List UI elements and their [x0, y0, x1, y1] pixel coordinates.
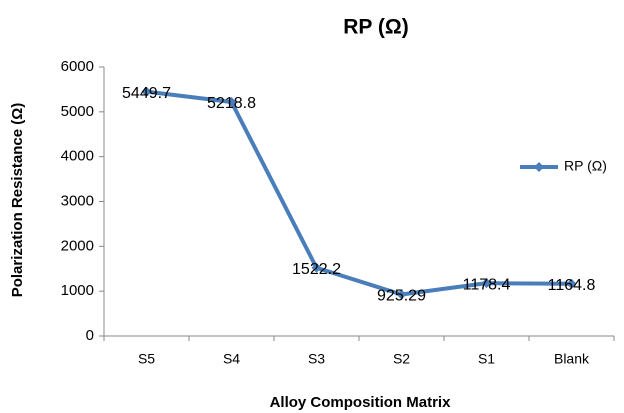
x-tick-label: S3	[308, 351, 325, 367]
y-tick-label: 2000	[61, 237, 94, 254]
data-label: 1178.4	[463, 276, 511, 293]
x-tick-label: S2	[393, 351, 410, 367]
data-label: 1522.2	[292, 261, 341, 278]
x-axis-label: Alloy Composition Matrix	[270, 394, 452, 411]
y-tick-label: 5000	[61, 103, 94, 120]
point-marker	[226, 97, 237, 108]
y-tick-label: 4000	[61, 148, 94, 165]
line-series	[146, 89, 572, 297]
y-tick-label: 6000	[61, 58, 94, 75]
data-label: 5218.8	[207, 95, 256, 112]
y-tick-label: 1000	[61, 282, 94, 299]
legend-marker	[534, 162, 544, 172]
point-marker	[481, 278, 492, 289]
data-label: 925.29	[377, 288, 426, 305]
chart-title: RP (Ω)	[343, 16, 408, 39]
point-marker	[396, 289, 407, 300]
point-marker	[141, 86, 152, 97]
x-tick-label: S4	[223, 351, 240, 367]
data-label: 1164.8	[548, 277, 596, 294]
y-tick-label: 3000	[61, 192, 94, 209]
x-tick-label: S5	[138, 351, 155, 367]
legend-label: RP (Ω)	[564, 158, 607, 174]
x-tick-label: Blank	[554, 351, 590, 367]
point-marker	[566, 278, 577, 289]
data-label: 5449.7	[122, 85, 171, 102]
y-tick-label: 0	[86, 327, 94, 344]
point-marker	[311, 262, 322, 273]
y-axis-label: Polarization Resistance (Ω)	[9, 103, 26, 298]
x-tick-label: S1	[478, 351, 495, 367]
